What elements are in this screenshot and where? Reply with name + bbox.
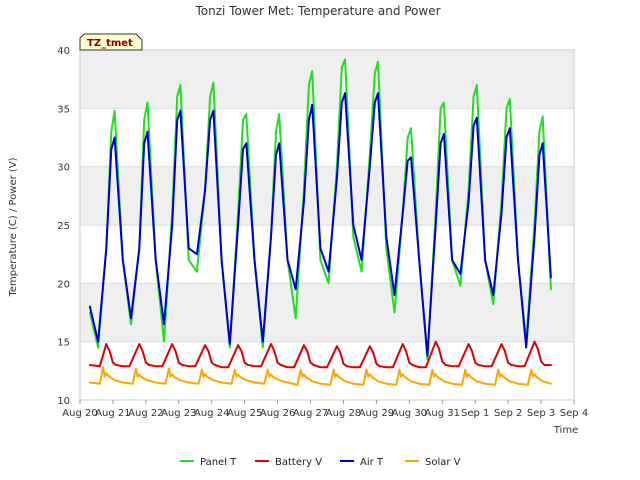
y-tick-label: 40 xyxy=(57,46,70,57)
x-tick-label: Sep 3 xyxy=(527,408,555,419)
x-tick-label: Aug 22 xyxy=(128,408,163,419)
background-band xyxy=(80,50,574,109)
station-label: TZ_tmet xyxy=(87,38,133,49)
x-tick-label: Aug 25 xyxy=(227,408,262,419)
x-tick-label: Aug 31 xyxy=(425,408,460,419)
x-tick-label: Sep 2 xyxy=(494,408,522,419)
y-axis-title: Temperature (C) / Power (V) xyxy=(8,157,19,297)
background-band xyxy=(80,166,574,225)
series-line-solar-v xyxy=(88,366,552,386)
x-tick-label: Aug 23 xyxy=(161,408,196,419)
y-tick-label: 20 xyxy=(57,279,70,290)
x-tick-label: Aug 21 xyxy=(95,408,130,419)
station-label-box: TZ_tmet xyxy=(79,33,143,51)
series-lines xyxy=(88,58,552,386)
y-tick-label: 10 xyxy=(57,396,70,407)
legend-label-battery-v: Battery V xyxy=(275,457,322,468)
legend-label-panel-t: Panel T xyxy=(200,457,237,468)
x-tick-label: Sep 1 xyxy=(461,408,489,419)
x-axis-title: Time xyxy=(553,425,578,436)
plot-frame xyxy=(79,49,575,401)
x-tick-label: Aug 20 xyxy=(62,408,97,419)
x-tick-label: Aug 29 xyxy=(359,408,394,419)
station-label-background xyxy=(79,33,143,51)
chart-title: Tonzi Tower Met: Temperature and Power xyxy=(194,4,440,18)
legend-label-air-t: Air T xyxy=(360,457,384,468)
x-tick-label: Aug 26 xyxy=(260,408,295,419)
y-tick-label: 30 xyxy=(57,163,70,174)
x-tick-label: Aug 30 xyxy=(392,408,427,419)
x-tick-label: Aug 28 xyxy=(326,408,361,419)
x-tick-label: Aug 27 xyxy=(293,408,328,419)
x-tick-label: Sep 4 xyxy=(560,408,588,419)
y-axis-ticks: 10 15 20 25 30 35 40 xyxy=(57,46,70,407)
y-tick-label: 25 xyxy=(57,221,70,232)
y-tick-label: 35 xyxy=(57,104,70,115)
series-line-battery-v xyxy=(88,340,552,369)
y-tick-label: 15 xyxy=(57,338,70,349)
plot-background-bands xyxy=(80,50,574,342)
series-line-air-t xyxy=(88,92,552,357)
chart-legend: Panel T Battery V Air T Solar V xyxy=(180,457,461,468)
legend-label-solar-v: Solar V xyxy=(425,457,461,468)
background-band xyxy=(80,283,574,342)
x-tick-label: Aug 24 xyxy=(194,408,229,419)
